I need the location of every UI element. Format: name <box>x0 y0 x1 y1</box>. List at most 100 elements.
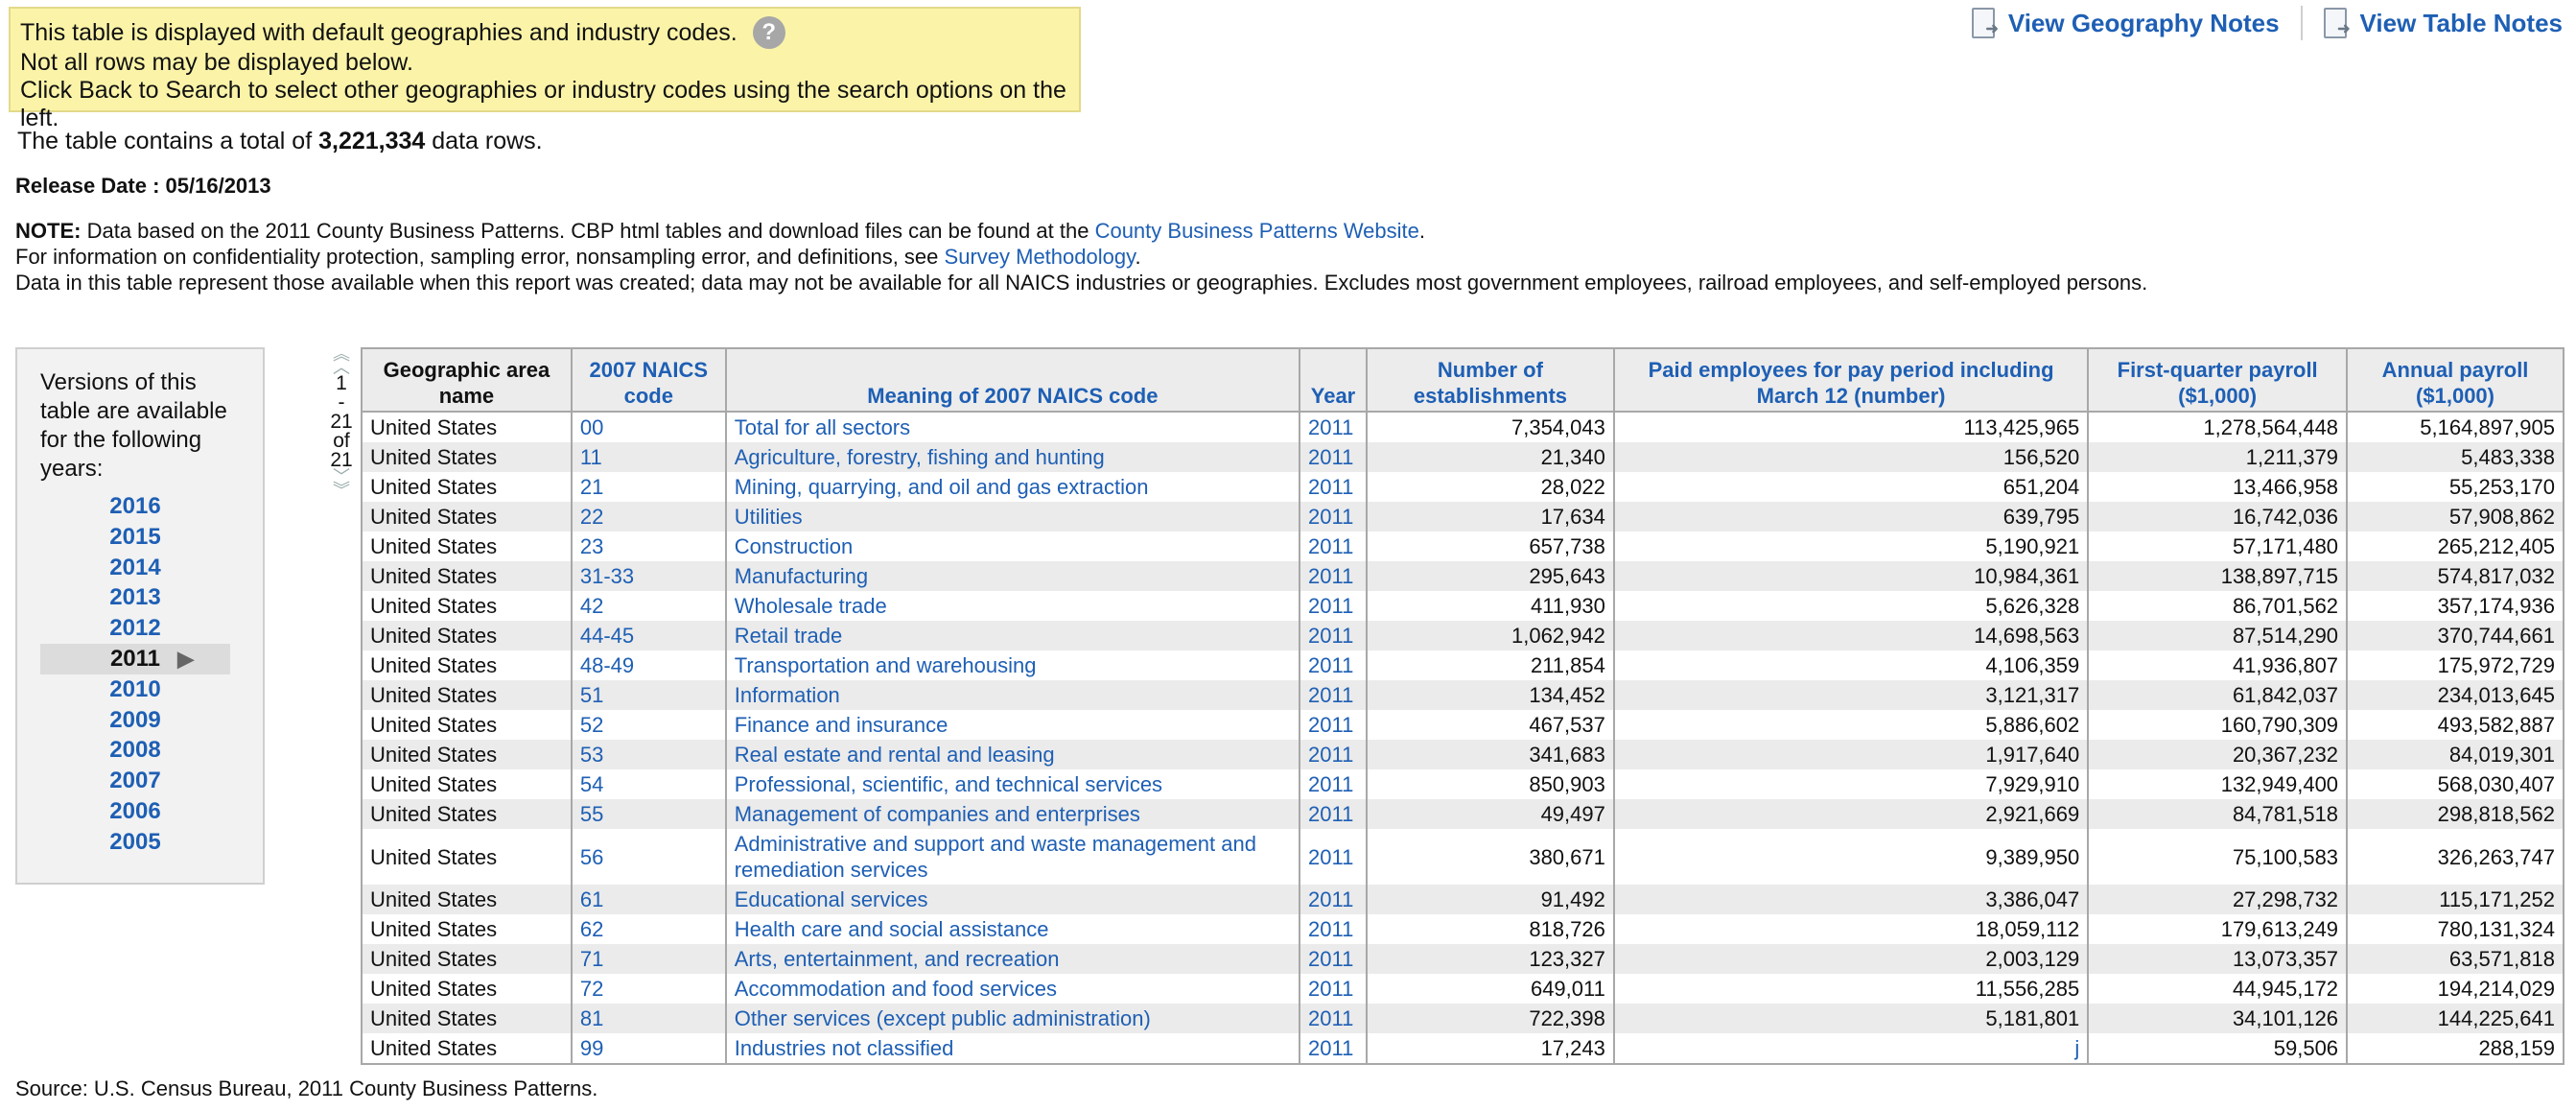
header-annual-payroll[interactable]: Annual payroll ($1,000) <box>2346 347 2564 413</box>
survey-methodology-link[interactable]: Survey Methodology <box>944 245 1136 269</box>
cell-naics-meaning[interactable]: Construction <box>724 532 1301 561</box>
view-geography-notes-label[interactable]: View Geography Notes <box>2007 8 2280 37</box>
cell-naics-meaning[interactable]: Mining, quarrying, and oil and gas extra… <box>724 472 1301 502</box>
view-table-notes-label[interactable]: View Table Notes <box>2359 8 2563 37</box>
cell-naics-meaning[interactable]: Other services (except public administra… <box>724 1004 1301 1033</box>
year-link-2006[interactable]: 2006 <box>109 797 161 824</box>
cbp-website-link[interactable]: County Business Patterns Website <box>1094 219 1419 243</box>
cell-naics-code[interactable]: 55 <box>570 799 727 829</box>
cell-naics-code[interactable]: 31-33 <box>570 561 727 591</box>
cell-year[interactable]: 2011 <box>1299 561 1368 591</box>
cell-year[interactable]: 2011 <box>1299 769 1368 799</box>
cell-naics-code[interactable]: 00 <box>570 412 727 442</box>
cell-naics-code[interactable]: 52 <box>570 710 727 740</box>
year-link-2007[interactable]: 2007 <box>109 768 161 794</box>
cell-paid-employees[interactable]: j <box>1612 1033 2090 1064</box>
cell-year[interactable]: 2011 <box>1299 442 1368 472</box>
year-link-2005[interactable]: 2005 <box>109 828 161 855</box>
last-page-icon[interactable]: ︾ <box>333 481 350 500</box>
view-table-notes-link[interactable]: View Table Notes <box>2323 8 2563 38</box>
year-link-2009[interactable]: 2009 <box>109 706 161 733</box>
cell-year[interactable]: 2011 <box>1299 740 1368 769</box>
cell-naics-meaning[interactable]: Accommodation and food services <box>724 974 1301 1004</box>
cell-year[interactable]: 2011 <box>1299 591 1368 621</box>
year-link-2010[interactable]: 2010 <box>109 675 161 702</box>
cell-naics-code[interactable]: 22 <box>570 502 727 532</box>
header-year[interactable]: Year <box>1299 347 1368 413</box>
cell-year[interactable]: 2011 <box>1299 799 1368 829</box>
year-link-2008[interactable]: 2008 <box>109 737 161 764</box>
header-establishments[interactable]: Number of establishments <box>1366 347 1615 413</box>
cell-geo-name: United States <box>361 502 573 532</box>
table-row: United States 51 Information 2011 134,452 3,1… <box>361 680 2564 710</box>
cell-naics-code[interactable]: 21 <box>570 472 727 502</box>
cell-naics-meaning[interactable]: Agriculture, forestry, fishing and hunti… <box>724 442 1301 472</box>
previous-page-icon[interactable]: ︿ <box>333 358 350 377</box>
cell-year[interactable]: 2011 <box>1299 621 1368 650</box>
cell-naics-code[interactable]: 72 <box>570 974 727 1004</box>
cell-year[interactable]: 2011 <box>1299 974 1368 1004</box>
cell-naics-meaning[interactable]: Health care and social assistance <box>724 914 1301 944</box>
cell-year[interactable]: 2011 <box>1299 829 1368 885</box>
header-first-quarter-payroll[interactable]: First-quarter payroll ($1,000) <box>2087 347 2349 413</box>
year-link-2013[interactable]: 2013 <box>109 584 161 611</box>
cell-naics-code[interactable]: 62 <box>570 914 727 944</box>
cell-naics-code[interactable]: 61 <box>570 885 727 914</box>
cell-naics-meaning[interactable]: Administrative and support and waste man… <box>724 829 1301 885</box>
cell-naics-meaning[interactable]: Retail trade <box>724 621 1301 650</box>
cell-naics-meaning[interactable]: Arts, entertainment, and recreation <box>724 944 1301 974</box>
cell-naics-code[interactable]: 42 <box>570 591 727 621</box>
year-link-2015[interactable]: 2015 <box>109 523 161 550</box>
cell-naics-code[interactable]: 56 <box>570 829 727 885</box>
year-link-2012[interactable]: 2012 <box>109 615 161 642</box>
view-geography-notes-link[interactable]: View Geography Notes <box>1971 8 2280 38</box>
cell-naics-code[interactable]: 48-49 <box>570 650 727 680</box>
cell-naics-code[interactable]: 71 <box>570 944 727 974</box>
cell-year[interactable]: 2011 <box>1299 532 1368 561</box>
cell-naics-meaning[interactable]: Manufacturing <box>724 561 1301 591</box>
cell-year[interactable]: 2011 <box>1299 680 1368 710</box>
cell-year[interactable]: 2011 <box>1299 412 1368 442</box>
cell-naics-meaning[interactable]: Information <box>724 680 1301 710</box>
first-page-icon[interactable]: ︽ <box>333 344 350 364</box>
cell-year[interactable]: 2011 <box>1299 1033 1368 1064</box>
cell-naics-meaning[interactable]: Industries not classified <box>724 1033 1301 1064</box>
cell-naics-code[interactable]: 54 <box>570 769 727 799</box>
cell-year[interactable]: 2011 <box>1299 650 1368 680</box>
cell-naics-code[interactable]: 44-45 <box>570 621 727 650</box>
year-link-2016[interactable]: 2016 <box>109 493 161 519</box>
cell-naics-meaning[interactable]: Total for all sectors <box>724 412 1301 442</box>
cell-year[interactable]: 2011 <box>1299 914 1368 944</box>
header-naics-meaning[interactable]: Meaning of 2007 NAICS code <box>724 347 1301 413</box>
table-row: United States 11 Agriculture, forestry, fi… <box>361 442 2564 472</box>
cell-year[interactable]: 2011 <box>1299 502 1368 532</box>
cell-naics-meaning[interactable]: Transportation and warehousing <box>724 650 1301 680</box>
header-paid-employees[interactable]: Paid employees for pay period including … <box>1612 347 2090 413</box>
cell-naics-code[interactable]: 51 <box>570 680 727 710</box>
header-naics-code[interactable]: 2007 NAICS code <box>570 347 727 413</box>
versions-title: Versions of this table are available for… <box>40 369 227 482</box>
cell-naics-code[interactable]: 53 <box>570 740 727 769</box>
year-link-2014[interactable]: 2014 <box>109 554 161 580</box>
next-page-icon[interactable]: ﹀ <box>333 467 350 486</box>
cell-first-quarter-payroll: 1,211,379 <box>2087 442 2349 472</box>
cell-year[interactable]: 2011 <box>1299 885 1368 914</box>
cell-year[interactable]: 2011 <box>1299 944 1368 974</box>
cell-naics-meaning[interactable]: Utilities <box>724 502 1301 532</box>
cell-year[interactable]: 2011 <box>1299 472 1368 502</box>
cell-naics-meaning[interactable]: Professional, scientific, and technical … <box>724 769 1301 799</box>
cell-naics-code[interactable]: 11 <box>570 442 727 472</box>
cell-year[interactable]: 2011 <box>1299 710 1368 740</box>
help-question-icon[interactable]: ? <box>752 16 785 49</box>
cell-naics-meaning[interactable]: Educational services <box>724 885 1301 914</box>
cell-establishments: 49,497 <box>1366 799 1615 829</box>
cell-naics-meaning[interactable]: Management of companies and enterprises <box>724 799 1301 829</box>
year-link-2011[interactable]: 2011 ▶ <box>40 643 230 674</box>
cell-naics-meaning[interactable]: Real estate and rental and leasing <box>724 740 1301 769</box>
cell-naics-code[interactable]: 99 <box>570 1033 727 1064</box>
cell-naics-meaning[interactable]: Wholesale trade <box>724 591 1301 621</box>
cell-naics-meaning[interactable]: Finance and insurance <box>724 710 1301 740</box>
cell-naics-code[interactable]: 81 <box>570 1004 727 1033</box>
cell-naics-code[interactable]: 23 <box>570 532 727 561</box>
cell-year[interactable]: 2011 <box>1299 1004 1368 1033</box>
